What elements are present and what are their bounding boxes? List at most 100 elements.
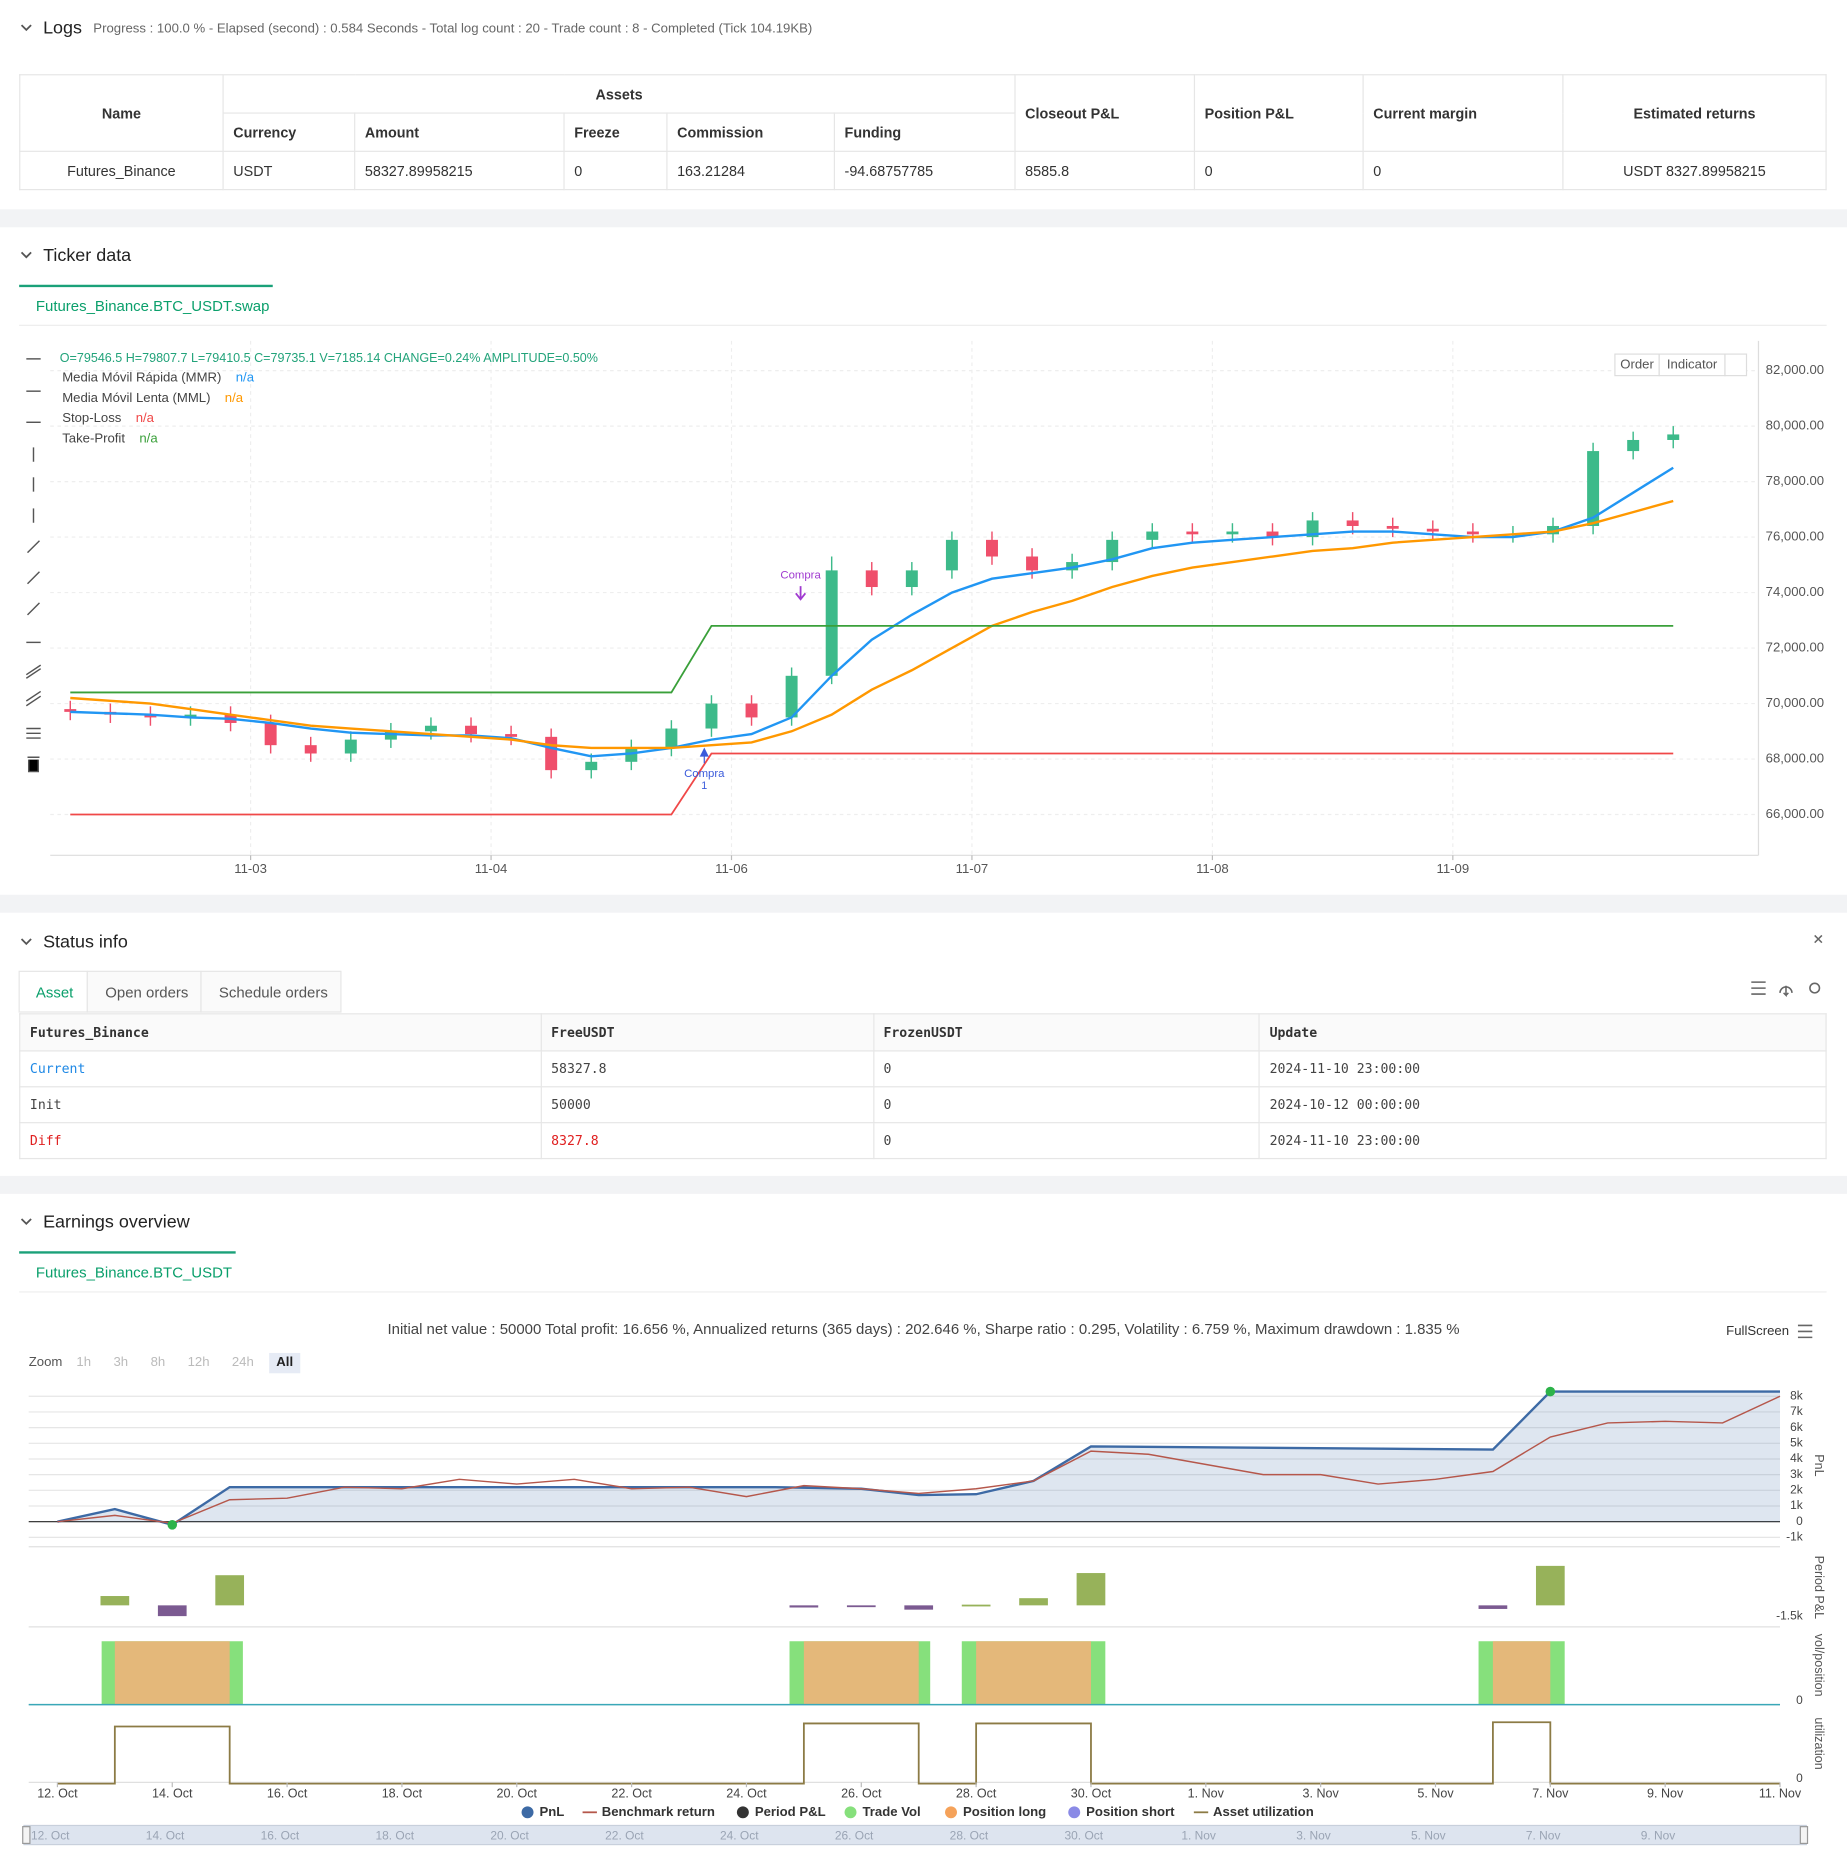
legend-label[interactable]: Period P&L	[755, 1804, 826, 1819]
tab[interactable]: Asset	[35, 984, 74, 1002]
tab[interactable]: Futures_Binance.BTC_USDT	[35, 1264, 233, 1282]
data-row: Current 58327.8 0 2024-11-10 23:00:00	[19, 1050, 1827, 1088]
cell: 8585.8	[1014, 150, 1196, 191]
navigator-label: 22. Oct	[605, 1828, 644, 1842]
header-cell: Estimated returns	[1562, 74, 1827, 152]
candle-body	[1386, 525, 1399, 529]
candle-body	[905, 570, 918, 588]
fullscreen[interactable]: FullScreen	[1726, 1324, 1790, 1339]
candle-body	[986, 539, 998, 557]
separator	[0, 894, 1847, 913]
cell: 0	[563, 150, 668, 191]
navigator-label: 5. Nov	[1411, 1828, 1446, 1842]
candle-body	[825, 570, 838, 676]
bar	[904, 1605, 934, 1610]
cell: 0	[872, 1086, 1261, 1124]
header-cell: Update	[1258, 1013, 1827, 1052]
legend-symbol	[1068, 1806, 1081, 1819]
section-title: Logs	[43, 17, 82, 39]
tab[interactable]: Futures_Binance.BTC_USDT.swap	[35, 297, 270, 315]
candle-body	[945, 539, 958, 571]
candle-body	[1066, 562, 1079, 571]
series-line	[70, 466, 1674, 758]
cell: 0	[872, 1122, 1261, 1160]
header-cell: Freeze	[563, 112, 668, 152]
cell: 8327.8	[540, 1122, 874, 1160]
zoom-button[interactable]: All	[276, 1355, 294, 1370]
header-cell: Currency	[222, 112, 356, 152]
x-tick-label: 11-07	[956, 861, 989, 876]
tab-box[interactable]	[18, 970, 88, 1013]
legend-label[interactable]: Asset utilization	[1213, 1804, 1314, 1819]
chevron[interactable]	[20, 24, 32, 32]
x-tick-label: 11-09	[1437, 861, 1470, 876]
header-cell: Funding	[833, 112, 1016, 152]
candle-body	[1186, 531, 1199, 535]
zoom-button[interactable]: 3h	[113, 1355, 129, 1370]
bar	[1535, 1565, 1565, 1606]
navigator-handle[interactable]	[1799, 1826, 1809, 1845]
legend-label[interactable]: Benchmark return	[602, 1804, 715, 1819]
x-tick-label: 30. Oct	[1071, 1787, 1112, 1801]
tab[interactable]: Schedule orders	[218, 984, 328, 1002]
candle-body	[1306, 520, 1319, 538]
legend-symbol	[736, 1806, 749, 1819]
toolbar-icons[interactable]	[1751, 934, 1823, 1339]
zoom-button[interactable]: 24h	[231, 1355, 254, 1370]
legend-label[interactable]: Position long	[963, 1804, 1046, 1819]
chevron[interactable]	[20, 938, 32, 946]
chevron[interactable]	[20, 1218, 32, 1226]
y-axis-title: vol/position	[1812, 1634, 1826, 1697]
cell: 0	[872, 1050, 1261, 1088]
button-label[interactable]: Indicator	[1667, 356, 1718, 371]
candle-body	[64, 709, 77, 712]
navigator-label: 1. Nov	[1181, 1828, 1216, 1842]
x-tick-label: 11. Nov	[1759, 1787, 1802, 1801]
bar	[1019, 1598, 1048, 1606]
y-axis-title: Period P&L	[1812, 1556, 1826, 1619]
x-tick-label: 28. Oct	[956, 1787, 997, 1801]
series-line	[57, 1721, 1781, 1785]
zoom-button[interactable]: 1h	[76, 1355, 92, 1370]
chevron[interactable]	[20, 251, 32, 259]
header-cell: Position P&L	[1193, 74, 1364, 152]
candle-body	[1667, 434, 1680, 440]
button[interactable]	[1724, 353, 1748, 377]
candle-body	[384, 731, 397, 740]
navigator-label: 12. Oct	[31, 1828, 70, 1842]
button-label[interactable]: Order	[1620, 356, 1654, 371]
navigator-handle[interactable]	[22, 1826, 31, 1845]
header-cell: FrozenUSDT	[872, 1013, 1261, 1052]
cell: USDT 8327.89958215	[1562, 150, 1827, 191]
y-tick-label: 8k	[1790, 1388, 1803, 1402]
zoom-button[interactable]: 12h	[187, 1355, 210, 1370]
y-tick-label: 72,000.00	[1766, 640, 1824, 655]
cell: Current	[19, 1050, 542, 1088]
navigator-label: 7. Nov	[1526, 1828, 1561, 1842]
tab[interactable]: Open orders	[105, 984, 189, 1002]
navigator-label: 16. Oct	[261, 1828, 300, 1842]
candle-body	[1266, 531, 1279, 538]
assets-table: Name Assets Closeout P&L Position P&L Curren…	[19, 74, 1827, 191]
legend-value: n/a	[225, 390, 244, 405]
zoom-button[interactable]: 8h	[150, 1355, 166, 1370]
y-axis-title: utilization	[1812, 1717, 1826, 1769]
legend-label[interactable]: Trade Vol	[862, 1804, 920, 1819]
point-marker	[1545, 1386, 1556, 1397]
buy-marker	[699, 747, 709, 764]
cell: Diff	[19, 1122, 542, 1160]
bar	[157, 1605, 187, 1617]
cell: 2024-11-10 23:00:00	[1258, 1050, 1827, 1088]
tab-box[interactable]	[86, 970, 202, 1013]
series-line	[70, 624, 1674, 694]
candle-body	[585, 761, 598, 771]
candle-body	[1627, 439, 1640, 452]
section-title: Status info	[43, 931, 128, 953]
tab-box[interactable]	[200, 970, 342, 1013]
x-tick-label: 18. Oct	[382, 1787, 423, 1801]
candle-body	[745, 703, 758, 718]
legend-label[interactable]: Position short	[1086, 1804, 1175, 1819]
drawing-tools[interactable]	[25, 358, 42, 773]
legend-label[interactable]: PnL	[540, 1804, 565, 1819]
